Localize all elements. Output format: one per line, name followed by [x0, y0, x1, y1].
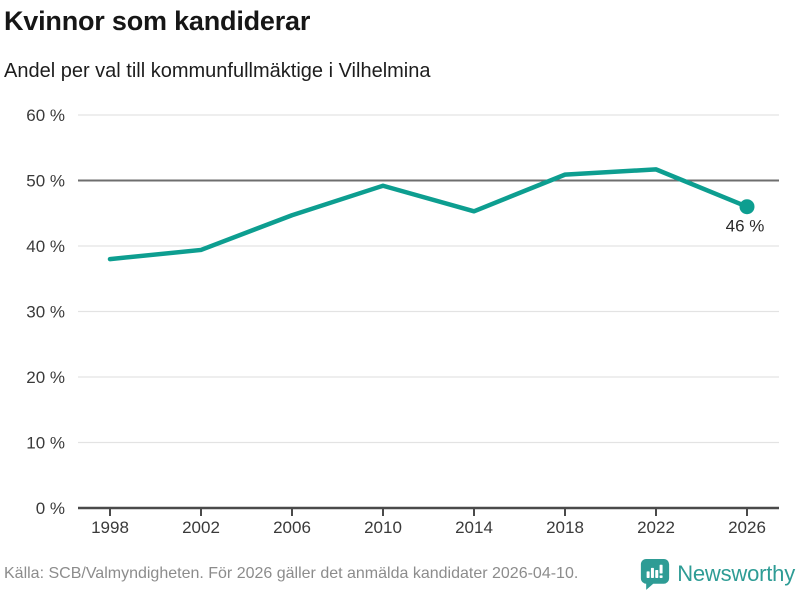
- y-tick-label: 20 %: [26, 368, 65, 387]
- page-subtitle: Andel per val till kommunfullmäktige i V…: [4, 60, 431, 82]
- y-tick-label: 0 %: [36, 499, 65, 518]
- footer: Källa: SCB/Valmyndigheten. För 2026 gäll…: [0, 554, 800, 600]
- x-tick-label: 2018: [546, 518, 584, 537]
- x-tick-label: 2010: [364, 518, 402, 537]
- x-tick-label: 2002: [182, 518, 220, 537]
- source-text: Källa: SCB/Valmyndigheten. För 2026 gäll…: [4, 565, 579, 582]
- last-point-dot: [739, 199, 755, 215]
- line-chart: 0 % 10 % 20 % 30 % 40 % 50 % 60 % 1998 2002 2006 2…: [26, 106, 779, 537]
- x-tick-label: 2006: [273, 518, 311, 537]
- x-tick-label: 2022: [637, 518, 675, 537]
- data-line: [107, 167, 750, 262]
- y-tick-label: 30 %: [26, 303, 65, 322]
- x-tick-label: 2014: [455, 518, 493, 537]
- y-tick-label: 50 %: [26, 172, 65, 191]
- page-title: Kvinnor som kandiderar: [4, 6, 311, 36]
- y-tick-label: 40 %: [26, 237, 65, 256]
- x-tick-label: 1998: [91, 518, 129, 537]
- y-tick-label: 10 %: [26, 434, 65, 453]
- newsworthy-logo-icon: [641, 559, 670, 590]
- last-point-label: 46 %: [726, 217, 765, 236]
- x-tick-label: 2026: [728, 518, 766, 537]
- newsworthy-logo: Newsworthy: [640, 558, 795, 590]
- y-tick-label: 60 %: [26, 106, 65, 125]
- newsworthy-brand-name: Newsworthy: [677, 561, 795, 586]
